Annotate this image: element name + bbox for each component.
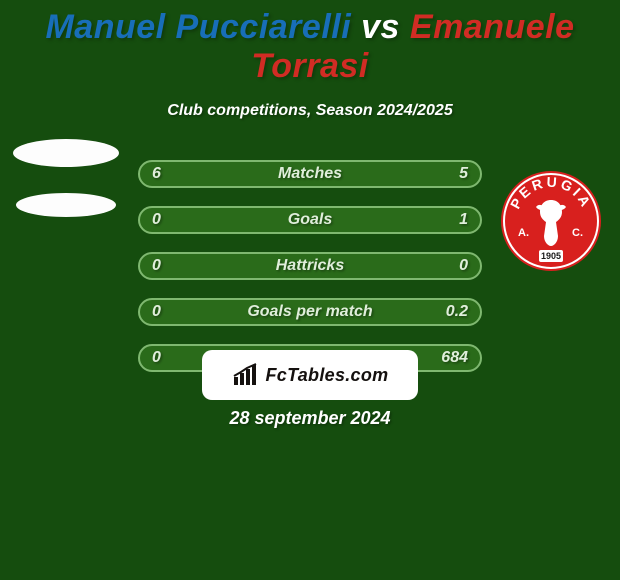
bar-chart-icon <box>232 363 260 387</box>
stat-right-value: 1 <box>459 211 468 229</box>
stat-bar: 6 Matches 5 <box>138 160 482 188</box>
stat-row: 0 Goals 1 <box>0 206 620 252</box>
stat-right-value: 0 <box>459 257 468 275</box>
stat-row: 0 Hattricks 0 <box>0 252 620 298</box>
title-player1: Manuel Pucciarelli <box>45 8 351 46</box>
brand-badge: FcTables.com <box>202 350 418 400</box>
stat-bar: 0 Goals 1 <box>138 206 482 234</box>
stat-label: Matches <box>278 165 342 183</box>
stat-row: 0 Goals per match 0.2 <box>0 298 620 344</box>
stat-row: 6 Matches 5 <box>0 160 620 206</box>
stat-left-value: 0 <box>152 303 161 321</box>
brand-text: FcTables.com <box>266 365 389 386</box>
stat-left-value: 6 <box>152 165 161 183</box>
stat-right-value: 5 <box>459 165 468 183</box>
stat-label: Goals <box>288 211 332 229</box>
page-title: Manuel Pucciarelli vs Emanuele Torrasi <box>0 0 620 86</box>
stat-right-value: 0.2 <box>446 303 468 321</box>
stat-left-value: 0 <box>152 211 161 229</box>
stat-label: Hattricks <box>276 257 344 275</box>
title-vs: vs <box>361 8 400 46</box>
stat-bar: 0 Goals per match 0.2 <box>138 298 482 326</box>
stat-left-value: 0 <box>152 257 161 275</box>
stat-bar: 0 Hattricks 0 <box>138 252 482 280</box>
stat-left-value: 0 <box>152 349 161 367</box>
date-label: 28 september 2024 <box>0 408 620 429</box>
stat-right-value: 684 <box>441 349 468 367</box>
stat-label: Goals per match <box>247 303 372 321</box>
comparison-card: Manuel Pucciarelli vs Emanuele Torrasi C… <box>0 0 620 580</box>
